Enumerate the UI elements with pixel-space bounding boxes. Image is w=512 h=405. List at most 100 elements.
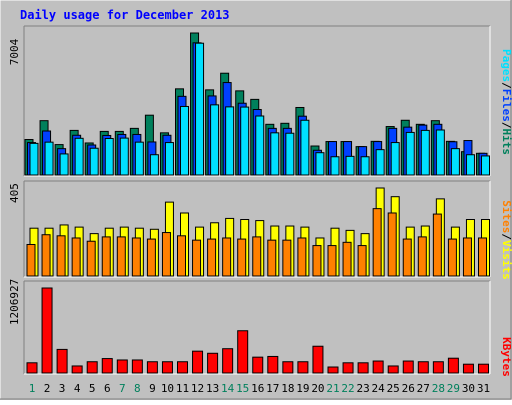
sites-bar-day-7 [116,236,126,277]
legend-separator-3: / [500,233,512,240]
kbytes-bar-day-8 [131,359,143,374]
kbytes-bar-day-26 [402,360,414,374]
sites-bar-day-22 [342,241,352,277]
kbytes-bar-day-1 [26,362,38,374]
kbytes-bar-day-23 [357,362,369,374]
sites-bar-day-12 [192,239,202,277]
day-label-27: 27 [417,382,430,395]
kbytes-bar-day-24 [372,360,384,374]
kbytes-bar-day-28 [432,361,444,374]
kbytes-bar-day-10 [161,361,173,374]
sites-bar-day-28 [432,213,442,277]
day-label-10: 10 [161,382,174,395]
pages-bar-day-16 [255,115,265,176]
day-label-23: 23 [356,382,369,395]
sites-bar-day-15 [237,238,247,277]
pages-bar-day-18 [285,132,295,176]
day-label-6: 6 [104,382,111,395]
sites-bar-day-10 [161,232,171,277]
sites-bar-day-11 [177,235,186,277]
kbytes-bar-day-13 [207,352,219,374]
kbytes-bar-day-20 [312,345,324,374]
day-label-28: 28 [432,382,445,395]
legend-files: Files [500,89,512,122]
sites-bar-day-20 [312,245,322,277]
day-label-4: 4 [74,382,81,395]
pages-bar-day-22 [345,155,355,176]
kbytes-bar-day-3 [56,348,68,374]
pages-bar-day-14 [225,106,235,176]
pages-bar-day-1 [29,142,39,176]
sites-bar-day-30 [462,237,472,277]
chart-title: Daily usage for December 2013 [20,8,230,22]
sites-bar-day-1 [26,243,36,277]
day-label-16: 16 [251,382,264,395]
pages-bar-day-29 [450,148,460,176]
pages-bar-day-27 [420,129,430,176]
kbytes-bar-day-9 [146,361,158,374]
pages-bar-day-3 [59,153,69,176]
legend-sites-visits: Sites/Visits [500,200,512,280]
day-label-19: 19 [296,382,309,395]
legend-sites: Sites [500,200,512,233]
sites-bar-day-13 [207,238,217,277]
sites-bar-day-19 [297,237,307,277]
y-max-label-visits: 405 [8,183,21,203]
day-label-1: 1 [29,382,36,395]
day-label-8: 8 [134,382,141,395]
kbytes-bar-day-21 [327,366,339,374]
kbytes-bar-day-17 [267,355,279,374]
pages-bar-day-26 [405,131,415,176]
legend-pages-files-hits: Pages/Files/Hits [500,49,512,155]
pages-bar-day-25 [390,142,400,176]
pages-bar-day-23 [360,156,370,176]
day-label-5: 5 [89,382,96,395]
kbytes-bar-day-7 [116,359,128,374]
day-label-17: 17 [266,382,279,395]
legend-visits: Visits [500,240,512,280]
pages-bar-day-21 [330,156,340,176]
kbytes-bar-day-30 [462,363,474,374]
pages-bar-day-2 [44,141,54,176]
sites-bar-day-14 [222,237,232,277]
sites-bar-day-24 [372,208,382,277]
day-label-7: 7 [119,382,126,395]
sites-bar-day-17 [267,239,277,277]
sites-bar-day-4 [71,237,81,277]
day-label-3: 3 [59,382,66,395]
sites-bar-day-21 [327,245,337,277]
legend-pages: Pages [500,49,512,82]
kbytes-bar-day-22 [342,362,354,374]
pages-bar-day-13 [210,104,220,176]
sites-bar-day-25 [387,212,397,277]
pages-bar-day-20 [315,152,325,176]
day-label-18: 18 [281,382,294,395]
legend-hits: Hits [500,129,512,156]
pages-bar-day-24 [375,149,385,176]
sites-bar-day-9 [146,238,156,277]
kbytes-bar-day-29 [447,357,459,374]
pages-bar-day-8 [134,141,144,176]
pages-bar-day-11 [180,105,189,176]
pages-bar-day-10 [164,142,174,176]
day-label-25: 25 [387,382,400,395]
pages-bar-day-17 [270,132,280,176]
kbytes-bar-day-11 [177,361,188,374]
pages-bar-day-31 [481,155,490,176]
kbytes-bar-day-15 [237,330,249,374]
pages-bar-day-12 [195,42,205,176]
day-label-20: 20 [311,382,324,395]
day-label-30: 30 [462,382,475,395]
day-label-26: 26 [402,382,415,395]
pages-bar-day-7 [119,137,129,176]
day-label-29: 29 [447,382,460,395]
kbytes-bar-day-5 [86,361,98,374]
day-label-13: 13 [206,382,219,395]
y-max-label-kbytes: 1206927 [8,279,21,325]
day-label-21: 21 [326,382,339,395]
sites-bar-day-27 [417,236,427,277]
sites-bar-day-29 [447,238,457,277]
pages-bar-day-4 [74,137,84,176]
